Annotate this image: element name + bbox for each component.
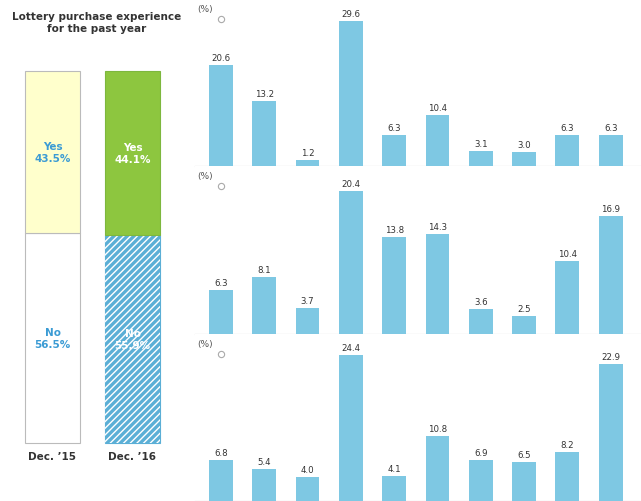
Bar	[556, 136, 579, 167]
Text: 6.9: 6.9	[474, 448, 488, 457]
Text: No
56.5%: No 56.5%	[35, 328, 71, 349]
Bar	[339, 356, 363, 501]
Bar	[426, 116, 449, 167]
Text: 6.8: 6.8	[214, 448, 228, 457]
Text: 6.3: 6.3	[561, 124, 574, 133]
Bar	[599, 136, 622, 167]
Text: Yes
44.1%: Yes 44.1%	[114, 143, 151, 164]
Text: 4.0: 4.0	[301, 465, 314, 474]
Text: 6.5: 6.5	[517, 450, 531, 459]
Bar	[253, 278, 276, 334]
Bar	[339, 22, 363, 167]
Bar	[209, 66, 233, 167]
Text: (%): (%)	[197, 339, 213, 348]
Text: 8.2: 8.2	[561, 440, 574, 449]
Text: No
55.9%: No 55.9%	[115, 329, 151, 350]
Text: 13.8: 13.8	[385, 226, 404, 235]
Text: 20.4: 20.4	[341, 180, 360, 189]
Bar	[556, 452, 579, 501]
Bar	[296, 308, 319, 334]
Bar	[105, 72, 160, 235]
Text: 3.6: 3.6	[474, 297, 488, 306]
Text: (%): (%)	[197, 5, 213, 14]
Text: Dec. ’15: Dec. ’15	[28, 451, 76, 461]
Bar	[296, 161, 319, 167]
Text: 2.5: 2.5	[517, 305, 531, 314]
Bar	[556, 262, 579, 334]
Bar	[253, 102, 276, 167]
Bar	[209, 460, 233, 501]
Text: 3.7: 3.7	[301, 296, 314, 305]
Text: 10.8: 10.8	[428, 425, 447, 433]
Text: 3.1: 3.1	[474, 140, 488, 149]
Text: 24.4: 24.4	[341, 344, 360, 353]
Text: 6.3: 6.3	[604, 124, 617, 133]
Bar	[209, 290, 233, 334]
Text: 1.2: 1.2	[301, 149, 314, 158]
Text: 6.3: 6.3	[214, 278, 228, 287]
Text: Yes
43.5%: Yes 43.5%	[35, 142, 71, 163]
Bar	[339, 192, 363, 334]
Text: 5.4: 5.4	[258, 457, 271, 466]
Bar	[512, 462, 536, 501]
Bar	[382, 238, 406, 334]
Bar	[382, 476, 406, 501]
Text: Lottery purchase experience
for the past year: Lottery purchase experience for the past…	[12, 12, 181, 34]
Bar	[469, 152, 493, 167]
Bar	[382, 136, 406, 167]
Text: 3.0: 3.0	[517, 140, 531, 149]
Bar	[599, 364, 622, 501]
Text: 10.4: 10.4	[428, 104, 447, 113]
Text: Dec. ’16: Dec. ’16	[108, 451, 156, 461]
Bar	[253, 469, 276, 501]
Text: 4.1: 4.1	[387, 464, 401, 473]
Bar	[599, 216, 622, 334]
Bar	[512, 152, 536, 167]
Text: 16.9: 16.9	[601, 204, 620, 213]
Text: 8.1: 8.1	[258, 266, 271, 275]
Text: 22.9: 22.9	[601, 352, 620, 361]
Text: 20.6: 20.6	[212, 54, 231, 63]
Bar	[25, 72, 80, 233]
Bar	[426, 234, 449, 334]
Bar	[426, 436, 449, 501]
Text: (%): (%)	[197, 172, 213, 181]
Bar	[25, 233, 80, 443]
Bar	[296, 477, 319, 501]
Bar	[469, 460, 493, 501]
Text: 6.3: 6.3	[387, 124, 401, 133]
Text: 14.3: 14.3	[428, 222, 447, 231]
Bar	[512, 317, 536, 334]
Bar	[105, 235, 160, 443]
Bar	[105, 235, 160, 443]
Text: 13.2: 13.2	[254, 90, 274, 99]
Text: 29.6: 29.6	[342, 10, 360, 19]
Bar	[469, 309, 493, 334]
Text: 10.4: 10.4	[558, 249, 577, 259]
